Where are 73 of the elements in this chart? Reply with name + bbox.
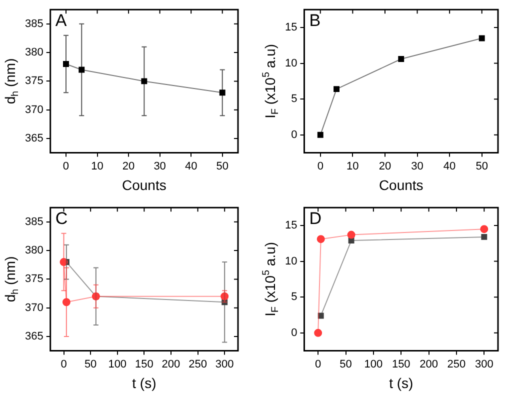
y-tick-label: 10 (284, 57, 298, 70)
point (78, 66, 85, 73)
y-tick-label: 5 (291, 291, 298, 304)
point (316, 235, 325, 244)
y-axis-title: IF (x105 a.u) (260, 44, 281, 118)
y-axis-title: dh (nm) (2, 58, 21, 104)
x-tick-label: 200 (162, 358, 180, 370)
point (347, 230, 356, 239)
x-tick-label: 50 (476, 160, 488, 172)
point (398, 56, 404, 62)
x-tick-label: 10 (91, 160, 104, 172)
x-tick-label: 300 (215, 358, 234, 370)
annotation: D (309, 208, 322, 228)
point (318, 312, 324, 319)
x-tick-label: 50 (340, 358, 352, 370)
x-tick-label: 40 (184, 160, 198, 172)
point (63, 61, 69, 67)
point (141, 78, 148, 84)
y-tick-label: 385 (24, 18, 44, 30)
x-tick-label: 40 (443, 160, 456, 172)
point (317, 132, 324, 138)
x-tick-label: 100 (108, 358, 127, 370)
x-axis-title: t (s) (389, 374, 414, 391)
x-axis-title: t (s) (132, 374, 156, 391)
x-tick-label: 250 (447, 358, 466, 370)
x-axis-title: Counts (122, 176, 166, 193)
y-tick-label: 380 (24, 244, 44, 257)
y-tick-label: 380 (24, 46, 44, 59)
point (348, 238, 354, 244)
x-tick-label: 200 (420, 358, 438, 370)
y-tick-label: 385 (24, 216, 44, 228)
point (481, 234, 488, 240)
y-tick-label: 375 (24, 273, 44, 286)
y-tick-label: 375 (24, 75, 44, 88)
y-tick-label: 365 (24, 330, 44, 343)
x-tick-label: 50 (216, 160, 228, 172)
point (220, 292, 229, 300)
point (480, 225, 488, 234)
x-tick-label: 30 (411, 160, 424, 172)
x-tick-label: 150 (392, 358, 410, 370)
x-tick-label: 0 (60, 358, 67, 370)
x-axis-title: Counts (378, 176, 424, 193)
y-tick-label: 15 (284, 220, 298, 232)
y-tick-label: 0 (291, 326, 298, 339)
point (334, 86, 340, 92)
x-tick-label: 20 (122, 160, 135, 172)
annotation: C (55, 208, 68, 228)
point (62, 298, 70, 306)
y-tick-label: 365 (24, 132, 44, 145)
y-tick-label: 370 (24, 104, 44, 116)
point (314, 328, 322, 337)
y-tick-label: 0 (291, 128, 298, 141)
x-tick-label: 0 (317, 160, 324, 172)
annotation: A (55, 10, 68, 30)
y-tick-label: 15 (284, 22, 298, 34)
y-axis-title: IF (x105 a.u) (260, 242, 281, 316)
x-tick-label: 150 (134, 358, 154, 370)
y-tick-label: 10 (284, 255, 298, 268)
y-axis-title: dh (nm) (2, 256, 21, 302)
point (478, 35, 485, 42)
x-tick-label: 300 (474, 358, 494, 370)
x-tick-label: 100 (364, 358, 383, 370)
x-tick-label: 10 (346, 160, 359, 172)
x-tick-label: 50 (84, 358, 97, 370)
x-tick-label: 0 (62, 160, 70, 172)
y-tick-label: 5 (291, 93, 298, 106)
x-tick-label: 30 (154, 160, 166, 172)
annotation: B (309, 10, 321, 30)
x-tick-label: 20 (378, 160, 392, 172)
x-tick-label: 250 (188, 358, 207, 370)
x-tick-label: 0 (315, 358, 322, 370)
y-tick-label: 370 (24, 302, 44, 314)
point (219, 90, 226, 96)
